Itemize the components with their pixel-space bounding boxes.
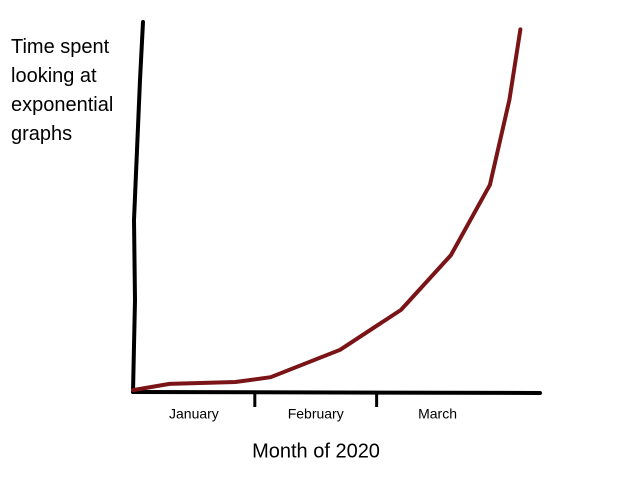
y-axis-label: Time spent looking at exponential graphs <box>11 36 114 145</box>
x-tick-label: January <box>169 406 219 422</box>
x-axis-label: Month of 2020 <box>252 440 380 462</box>
x-tick-label: March <box>418 406 457 422</box>
x-axis <box>131 390 542 395</box>
y-axis <box>131 20 145 394</box>
data-line <box>131 27 523 393</box>
x-tick-label: February <box>288 406 344 422</box>
